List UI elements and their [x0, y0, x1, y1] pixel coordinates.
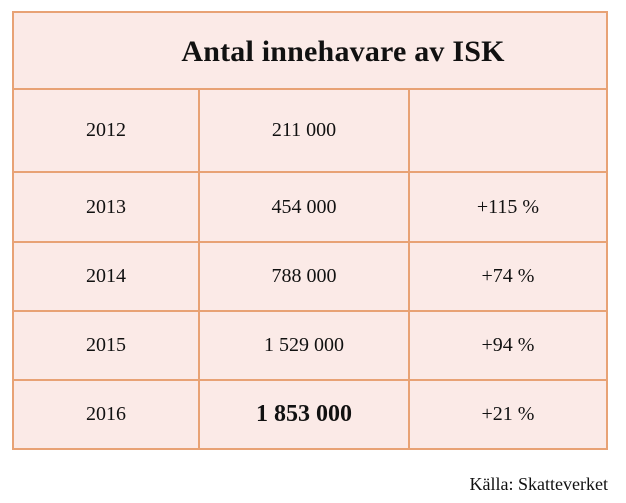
table-row: 2012 211 000 — [14, 90, 606, 173]
table-row: 2015 1 529 000 +94 % — [14, 312, 606, 381]
holders-cell: 1 529 000 — [198, 312, 408, 379]
table-row: 2016 1 853 000 +21 % — [14, 381, 606, 448]
table-title-row: Antal innehavare av ISK — [14, 13, 606, 90]
change-cell: +94 % — [408, 312, 606, 379]
holders-cell: 788 000 — [198, 243, 408, 310]
isk-table: Antal innehavare av ISK 2012 211 000 201… — [12, 11, 608, 450]
source-note: Källa: Skatteverket — [469, 474, 608, 494]
table-row: 2014 788 000 +74 % — [14, 243, 606, 312]
year-cell: 2015 — [86, 334, 126, 356]
year-cell: 2014 — [86, 265, 126, 287]
table-title: Antal innehavare av ISK — [181, 35, 505, 68]
table-row: 2013 454 000 +115 % — [14, 173, 606, 243]
change-cell: +115 % — [408, 173, 606, 241]
year-cell: 2013 — [86, 195, 126, 218]
change-cell — [408, 90, 606, 171]
year-cell: 2016 — [86, 403, 126, 425]
change-cell: +74 % — [408, 243, 606, 310]
change-cell: +21 % — [408, 381, 606, 448]
holders-cell: 211 000 — [198, 90, 408, 171]
year-cell: 2012 — [86, 119, 126, 141]
holders-cell: 1 853 000 — [198, 381, 408, 448]
holders-cell: 454 000 — [198, 173, 408, 241]
